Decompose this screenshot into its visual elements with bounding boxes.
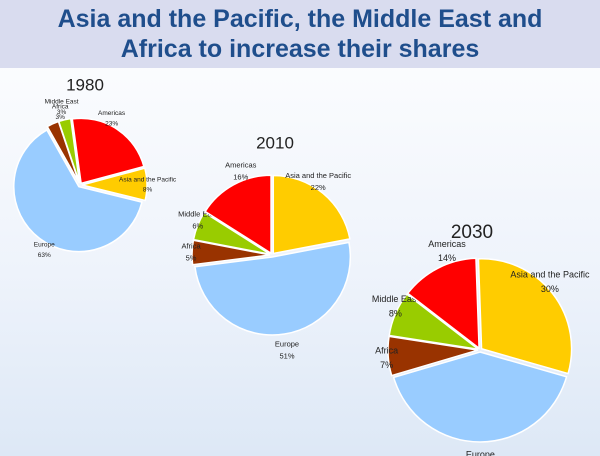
slice-label: Africa xyxy=(181,242,201,251)
pie-slice xyxy=(71,117,145,185)
slice-value-label: 51% xyxy=(280,352,295,361)
pie-slice xyxy=(387,335,479,377)
pie-slice xyxy=(272,174,351,255)
slice-label: Europe xyxy=(466,450,495,456)
pie-slice xyxy=(13,128,143,253)
pie-slice xyxy=(192,211,271,256)
slice-label: Americas xyxy=(428,239,466,249)
slice-label: Africa xyxy=(52,104,69,111)
pie-title: 2030 xyxy=(451,222,493,243)
pie-title: 1980 xyxy=(66,75,104,94)
slice-value-label: 30% xyxy=(541,284,559,294)
title-band: Asia and the Pacific, the Middle East an… xyxy=(0,0,600,68)
slice-value-label: 63% xyxy=(38,252,51,259)
slice-value-label: 16% xyxy=(233,173,248,182)
pie-slice xyxy=(57,117,81,184)
slice-value-label: 22% xyxy=(311,183,326,192)
pie-slice xyxy=(477,258,573,375)
pie-slice xyxy=(204,174,272,255)
pie-slice xyxy=(194,241,352,336)
slice-value-label: 3% xyxy=(56,114,66,121)
slice-label: Middle East xyxy=(372,294,420,304)
pie-title: 2010 xyxy=(256,133,294,152)
slice-label: Africa xyxy=(375,345,398,355)
slice-value-label: 23% xyxy=(105,120,118,127)
slice-label: Americas xyxy=(225,161,257,170)
pie-slice xyxy=(81,167,148,202)
slice-label: Americas xyxy=(98,110,126,117)
slice-label: Asia and the Pacific xyxy=(119,176,177,183)
slice-label: Middle East xyxy=(45,99,79,106)
slice-value-label: 8% xyxy=(389,309,402,319)
slice-label: Europe xyxy=(275,340,299,349)
slice-value-label: 7% xyxy=(380,360,393,370)
slice-label: Europe xyxy=(34,241,55,248)
slice-value-label: 5% xyxy=(186,254,197,263)
slice-label: Middle East xyxy=(178,209,218,218)
pie-slice xyxy=(406,257,480,350)
pie-slice xyxy=(392,351,568,443)
pie-slice xyxy=(388,293,479,350)
slice-value-label: 8% xyxy=(143,187,153,194)
slice-label: Asia and the Pacific xyxy=(285,171,351,180)
slice-value-label: 6% xyxy=(192,221,203,230)
page-title: Asia and the Pacific, the Middle East an… xyxy=(57,5,543,63)
slice-value-label: 3% xyxy=(57,109,67,116)
slice-value-label: 14% xyxy=(438,253,456,263)
slice-label: Asia and the Pacific xyxy=(510,269,590,279)
